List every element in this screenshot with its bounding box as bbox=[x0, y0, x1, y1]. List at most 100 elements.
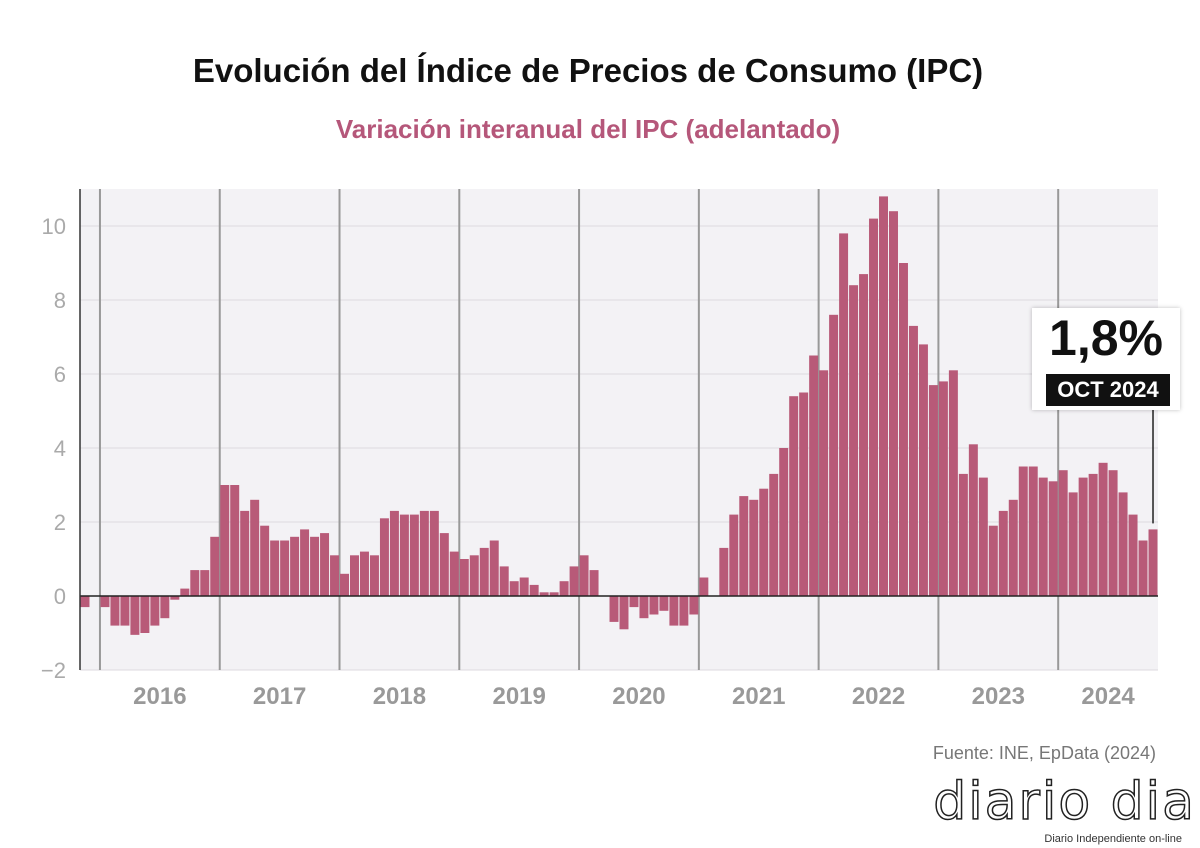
bar bbox=[270, 540, 280, 596]
bar bbox=[240, 510, 250, 596]
bar bbox=[1068, 492, 1078, 596]
bar bbox=[769, 473, 779, 596]
bar bbox=[459, 559, 469, 596]
chart-subtitle: Variación interanual del IPC (adelantado… bbox=[335, 114, 841, 144]
bar bbox=[369, 555, 379, 596]
bar bbox=[290, 536, 300, 596]
bar bbox=[409, 514, 419, 596]
y-tick-label: 10 bbox=[42, 214, 66, 239]
bar bbox=[749, 499, 759, 596]
bar bbox=[928, 385, 938, 596]
bar bbox=[160, 596, 170, 619]
bar bbox=[889, 211, 898, 596]
bar bbox=[998, 510, 1008, 596]
callout-value: 1,8% bbox=[1049, 310, 1163, 366]
bar bbox=[200, 570, 210, 596]
x-tick-label: 2016 bbox=[133, 683, 186, 710]
bar bbox=[988, 525, 998, 596]
bar bbox=[429, 510, 439, 596]
bar bbox=[180, 588, 190, 596]
bar bbox=[479, 547, 489, 596]
bar bbox=[1088, 473, 1098, 596]
bar bbox=[759, 488, 769, 596]
bar bbox=[739, 496, 749, 596]
bar bbox=[330, 555, 340, 596]
bar bbox=[509, 581, 519, 596]
bar bbox=[639, 596, 649, 619]
bar bbox=[729, 514, 739, 596]
x-tick-label: 2020 bbox=[612, 683, 665, 710]
bar bbox=[320, 533, 330, 596]
bar bbox=[789, 396, 799, 596]
bar bbox=[80, 596, 90, 608]
bar bbox=[839, 233, 849, 596]
bar bbox=[689, 596, 699, 615]
y-tick-label: 6 bbox=[54, 362, 66, 387]
bar bbox=[859, 274, 869, 596]
bar bbox=[829, 314, 839, 596]
x-tick-label: 2017 bbox=[253, 683, 306, 710]
bar bbox=[958, 473, 968, 596]
x-tick-label: 2018 bbox=[373, 683, 426, 710]
bar bbox=[379, 518, 389, 596]
bar bbox=[449, 551, 459, 596]
bar bbox=[399, 514, 409, 596]
bar bbox=[140, 596, 150, 633]
bar bbox=[669, 596, 679, 626]
bar bbox=[938, 381, 948, 596]
bar bbox=[659, 596, 669, 611]
bar bbox=[589, 570, 599, 596]
x-tick-label: 2023 bbox=[972, 683, 1025, 710]
chart-title: Evolución del Índice de Precios de Consu… bbox=[192, 52, 984, 89]
x-tick-label: 2021 bbox=[732, 683, 785, 710]
y-tick-label: −2 bbox=[41, 658, 66, 683]
bar bbox=[110, 596, 120, 626]
bar bbox=[779, 448, 789, 596]
bar bbox=[1108, 470, 1118, 596]
bar bbox=[439, 533, 449, 596]
bar bbox=[1078, 477, 1088, 596]
bar bbox=[948, 370, 958, 596]
bar bbox=[1018, 466, 1028, 596]
bar bbox=[1128, 514, 1138, 596]
bar bbox=[1148, 529, 1158, 596]
bar bbox=[898, 263, 908, 596]
bar bbox=[719, 547, 729, 596]
bar bbox=[359, 551, 369, 596]
bar bbox=[849, 285, 859, 596]
bar bbox=[280, 540, 290, 596]
bar bbox=[549, 592, 559, 596]
logo-tagline: Diario Independiente on-line bbox=[1044, 833, 1182, 845]
bar bbox=[529, 584, 539, 596]
bar bbox=[310, 536, 320, 596]
bar bbox=[679, 596, 689, 626]
logo-wordmark: diario dia bbox=[932, 771, 1196, 833]
bar bbox=[1028, 466, 1038, 596]
y-tick-label: 2 bbox=[54, 510, 66, 535]
logo: diario dia Diario Independiente on-line bbox=[932, 771, 1196, 846]
y-tick-label: 0 bbox=[54, 584, 66, 609]
bar bbox=[389, 510, 399, 596]
bar bbox=[908, 325, 918, 596]
bar bbox=[978, 477, 988, 596]
bar bbox=[539, 592, 549, 596]
bar bbox=[869, 218, 879, 596]
bar bbox=[340, 573, 349, 596]
bar bbox=[250, 499, 260, 596]
bar bbox=[230, 485, 240, 596]
bar bbox=[300, 529, 310, 596]
bar bbox=[609, 596, 619, 622]
bar bbox=[350, 555, 359, 596]
bar bbox=[559, 581, 569, 596]
bar bbox=[150, 596, 160, 626]
bar bbox=[699, 577, 709, 596]
bar bbox=[519, 577, 529, 596]
bar bbox=[1098, 462, 1108, 596]
bar bbox=[489, 540, 499, 596]
bar bbox=[879, 196, 888, 596]
bar bbox=[1118, 492, 1128, 596]
bar bbox=[918, 344, 928, 596]
bar bbox=[220, 485, 230, 596]
